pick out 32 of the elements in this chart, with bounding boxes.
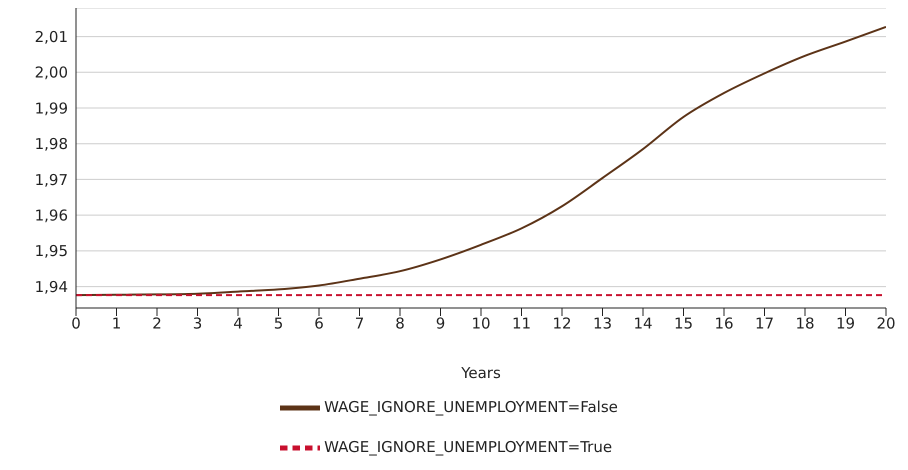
x-tick-label: 4 — [233, 314, 243, 333]
y-tick-label: 2,00 — [34, 64, 68, 82]
x-tick-label: 17 — [754, 314, 774, 333]
x-tick-label: 6 — [314, 314, 324, 333]
x-tick-label: 13 — [592, 314, 612, 333]
x-tick-label: 1 — [112, 314, 122, 333]
x-tick-label: 18 — [795, 314, 815, 333]
x-tick-label: 11 — [512, 314, 532, 333]
x-tick-label: 0 — [71, 314, 81, 333]
x-axis-title: Years — [460, 364, 501, 382]
x-tick-label: 15 — [674, 314, 694, 333]
x-tick-label: 16 — [714, 314, 734, 333]
x-tick-label: 20 — [876, 314, 896, 333]
y-tick-label: 1,97 — [34, 170, 68, 189]
y-tick-label: 1,96 — [34, 206, 68, 224]
y-tick-label: 2,01 — [34, 28, 68, 46]
x-tick-label: 9 — [436, 314, 446, 333]
y-tick-label: 1,98 — [34, 135, 68, 154]
y-tick-label: 1,95 — [34, 242, 68, 260]
x-tick-label: 2 — [152, 314, 162, 333]
x-tick-label: 8 — [395, 314, 405, 333]
x-tick-label: 5 — [274, 314, 284, 333]
x-tick-label: 14 — [633, 314, 653, 333]
legend-label: WAGE_IGNORE_UNEMPLOYMENT=True — [324, 438, 612, 456]
y-tick-label: 1,99 — [34, 99, 68, 118]
x-tick-label: 12 — [552, 314, 572, 333]
legend-label: WAGE_IGNORE_UNEMPLOYMENT=False — [324, 398, 618, 416]
x-tick-label: 3 — [192, 314, 202, 333]
x-tick-label: 19 — [836, 314, 856, 333]
x-tick-label: 10 — [471, 314, 491, 333]
y-tick-label: 1,94 — [34, 278, 68, 296]
x-tick-label: 7 — [354, 314, 364, 333]
